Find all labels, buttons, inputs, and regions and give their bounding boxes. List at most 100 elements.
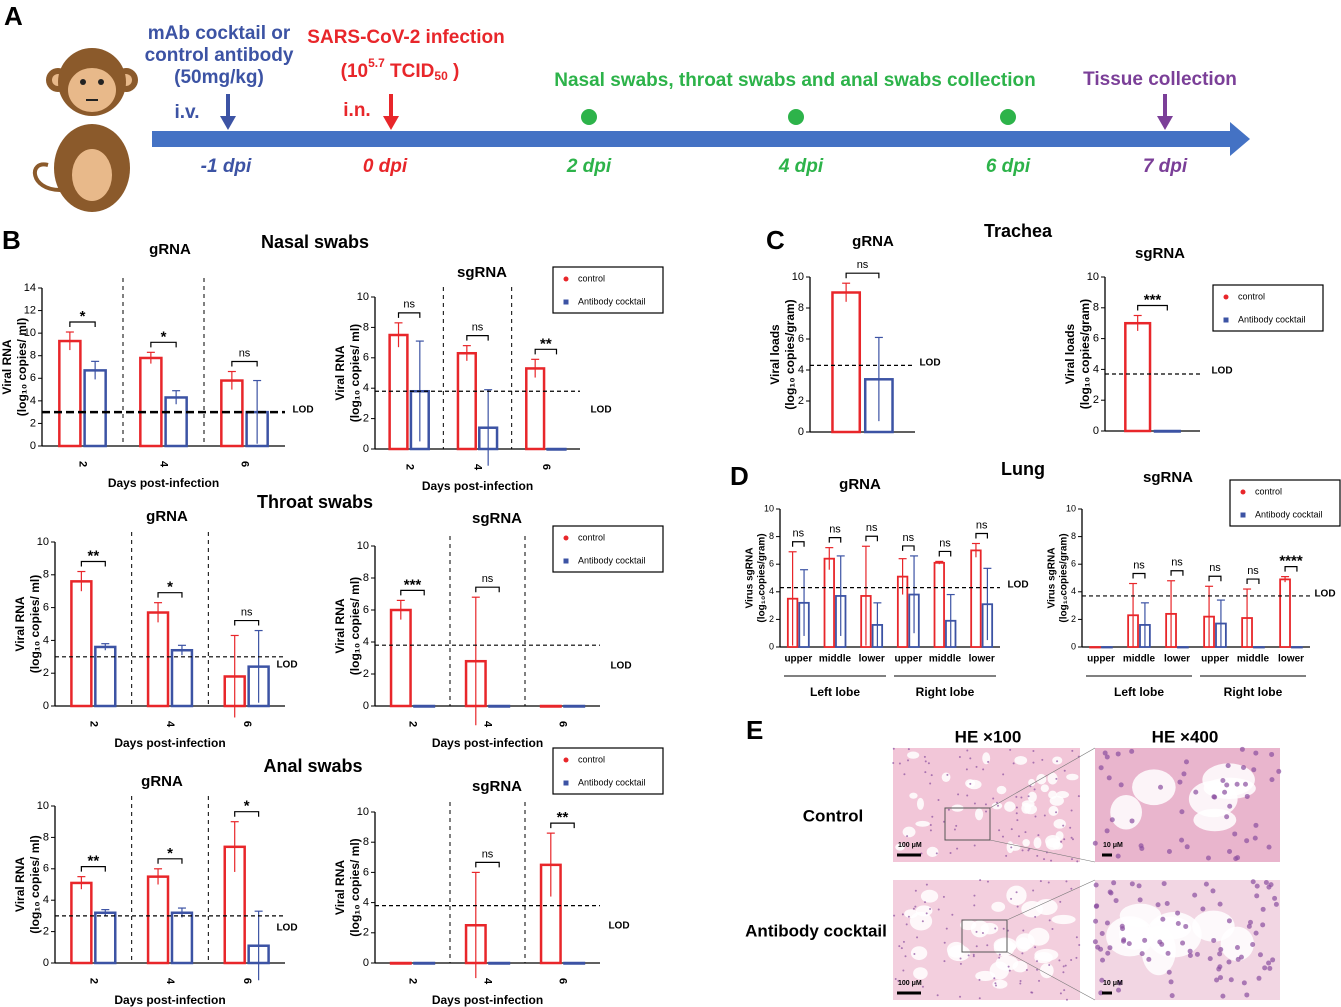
cell-nucleus (1226, 959, 1232, 965)
significance-label: ns (1171, 557, 1183, 569)
cell-nucleus (901, 913, 904, 916)
cell-nucleus (1139, 845, 1145, 851)
y-tick-label: 10 (357, 291, 369, 303)
cell-nucleus (1211, 937, 1217, 943)
timeline-arrowhead (1230, 122, 1250, 156)
zoom-line (989, 839, 1096, 863)
cell-nucleus (1016, 905, 1019, 908)
x-tick-label: 4 (472, 464, 484, 471)
cell-nucleus (1070, 836, 1073, 839)
significance-bracket (234, 811, 260, 817)
bar (525, 367, 546, 451)
cell-nucleus (1220, 778, 1226, 784)
cell-nucleus (1036, 968, 1039, 971)
cell-nucleus (1048, 963, 1051, 966)
y-axis-label: (log₁₀copies/gram) (757, 533, 768, 622)
cell-nucleus (1244, 992, 1250, 998)
panel-label: C (766, 225, 785, 255)
y-tick-label: 6 (798, 333, 804, 345)
significance-bracket (534, 348, 558, 355)
tissue-space (1015, 933, 1035, 950)
cell-nucleus (1002, 927, 1005, 930)
cell-nucleus (1038, 979, 1041, 982)
panel-label: E (746, 715, 763, 745)
cell-nucleus (1107, 889, 1113, 895)
cell-nucleus (959, 995, 962, 998)
y-tick-label: 2 (1071, 614, 1076, 624)
x-tick-label: 6 (540, 464, 552, 470)
significance-bracket (845, 272, 880, 279)
y-tick-label: 0 (30, 440, 36, 452)
significance-bracket (1137, 304, 1168, 311)
cell-nucleus (1055, 811, 1058, 814)
cell-nucleus (1187, 948, 1193, 954)
cell-nucleus (1217, 951, 1223, 957)
day-label: -1 dpi (201, 156, 252, 177)
significance-label: ns (866, 522, 878, 534)
y-tick-label: 2 (43, 926, 49, 938)
tissue-space (975, 808, 984, 821)
significance-label: ns (903, 532, 915, 544)
lod-label: LOD (276, 923, 297, 934)
y-tick-label: 8 (1071, 531, 1076, 541)
significance-bracket (466, 335, 489, 341)
x-axis-label: Days post-infection (422, 479, 533, 493)
cell-nucleus (1263, 879, 1269, 885)
cell-nucleus (1010, 897, 1013, 900)
x-tick-label: lower (859, 654, 885, 665)
cell-nucleus (898, 762, 901, 765)
legend-marker (1240, 489, 1246, 495)
cell-nucleus (1222, 789, 1228, 795)
lod-label: LOD (1211, 366, 1232, 377)
cell-nucleus (975, 765, 978, 768)
cell-nucleus (1071, 838, 1074, 841)
cell-nucleus (1136, 883, 1142, 889)
cell-nucleus (893, 914, 896, 917)
bar (94, 911, 117, 965)
cell-nucleus (929, 823, 932, 826)
legend-marker (1223, 317, 1229, 323)
cell-nucleus (1098, 765, 1104, 771)
cell-nucleus (1015, 812, 1018, 815)
treatment-label: control antibody (145, 45, 294, 66)
cell-nucleus (1157, 939, 1163, 945)
cell-nucleus (943, 941, 946, 944)
y-axis-label: Viral RNA (0, 339, 14, 394)
group-label: Left lobe (1114, 685, 1164, 699)
cell-nucleus (1113, 898, 1119, 904)
cell-nucleus (1161, 881, 1167, 887)
cell-nucleus (913, 953, 916, 956)
cell-nucleus (1029, 785, 1032, 788)
cell-nucleus (982, 768, 985, 771)
y-tick-label: 8 (798, 302, 804, 314)
y-tick-label: 6 (1071, 559, 1076, 569)
cell-nucleus (1118, 782, 1124, 788)
y-axis-label: Viral RNA (333, 860, 347, 915)
cell-nucleus (1034, 915, 1037, 918)
y-tick-label: 10 (764, 503, 774, 513)
cell-nucleus (1075, 956, 1078, 959)
lod-label: LOD (610, 661, 631, 672)
y-tick-label: 2 (363, 668, 369, 680)
cell-nucleus (897, 979, 900, 982)
cell-nucleus (1253, 822, 1259, 828)
cell-nucleus (1106, 775, 1112, 781)
cell-nucleus (943, 960, 946, 963)
y-tick-label: 10 (357, 540, 369, 552)
y-tick-label: 6 (43, 863, 49, 875)
tissue-space (1066, 773, 1079, 781)
cell-nucleus (998, 956, 1001, 959)
y-tick-label: 0 (769, 641, 774, 651)
cell-nucleus (1225, 763, 1231, 769)
cell-nucleus (966, 749, 969, 752)
tissue-space (907, 751, 920, 759)
cell-nucleus (1099, 930, 1105, 936)
cell-nucleus (953, 828, 956, 831)
cell-nucleus (978, 978, 981, 981)
y-tick-label: 4 (769, 586, 774, 596)
lod-label: LOD (590, 405, 611, 416)
bar (146, 611, 170, 708)
cell-nucleus (1025, 969, 1028, 972)
cell-nucleus (892, 762, 895, 765)
chart-title: gRNA (146, 508, 188, 525)
